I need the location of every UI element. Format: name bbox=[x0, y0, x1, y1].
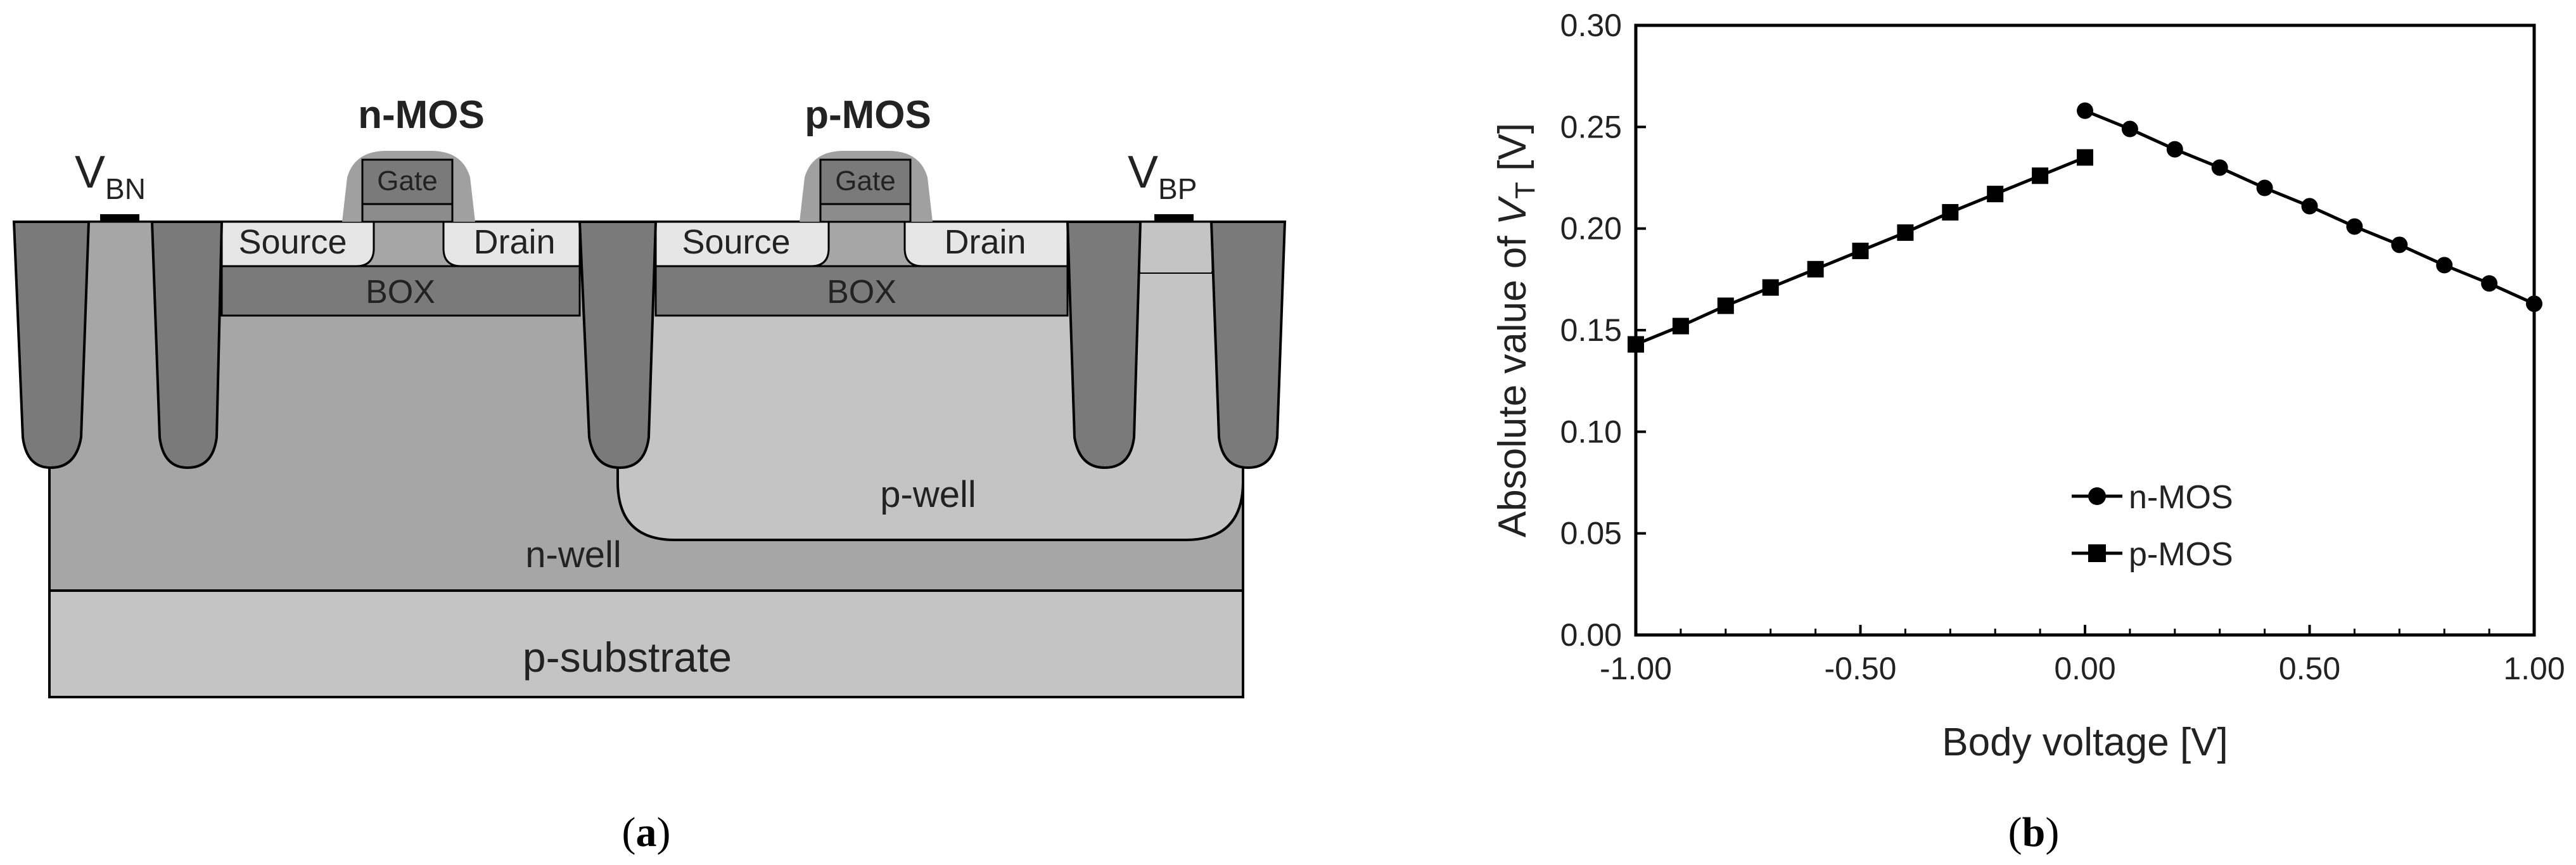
pmos-box-layer bbox=[654, 265, 1069, 317]
nmos-drain-label: Drain bbox=[473, 223, 555, 261]
data-point-p-MOS bbox=[1807, 260, 1824, 278]
legend-nmos-label: n-MOS bbox=[2129, 479, 2233, 516]
legend: n-MOS p-MOS bbox=[2072, 479, 2233, 573]
data-point-p-MOS bbox=[1628, 336, 1644, 353]
pmos-title: p-MOS bbox=[805, 93, 931, 137]
data-point-p-MOS bbox=[1987, 186, 2004, 203]
nmos-box-layer bbox=[220, 265, 581, 317]
nmos-box-label: BOX bbox=[366, 274, 435, 311]
nmos-source bbox=[220, 221, 375, 267]
data-point-p-MOS bbox=[2032, 167, 2049, 184]
x-axis-title: Body voltage [V] bbox=[1942, 721, 2228, 764]
data-point-n-MOS bbox=[2391, 236, 2408, 253]
legend-nmos-marker bbox=[2088, 487, 2106, 505]
x-axis-ticks: -1.00 -0.50 0.00 0.50 1.00 bbox=[1600, 625, 2565, 686]
data-point-p-MOS bbox=[1942, 204, 1959, 221]
p-substrate-region bbox=[48, 589, 1244, 698]
data-point-p-MOS bbox=[1762, 279, 1779, 296]
series-layer bbox=[1628, 102, 2542, 353]
nmos-drain bbox=[442, 221, 581, 267]
x-tick-label: 0.50 bbox=[2279, 651, 2340, 686]
sti-trench-4 bbox=[1066, 221, 1142, 470]
data-point-n-MOS bbox=[2121, 120, 2138, 138]
cross-section-diagram: n-MOS p-MOS VBN VBP Gate Gate Source Dra… bbox=[12, 93, 1287, 855]
panel-b-caption: (b) bbox=[2008, 809, 2060, 855]
vt-chart: -1.00 -0.50 0.00 0.50 1.00 0.000.050.100.150… bbox=[1491, 8, 2565, 855]
vbp-label: VBP bbox=[1128, 147, 1197, 205]
legend-pmos-marker bbox=[2088, 544, 2106, 562]
data-point-p-MOS bbox=[2077, 149, 2093, 166]
vbp-contact bbox=[1154, 214, 1194, 222]
y-tick-label: 0.25 bbox=[1560, 109, 1622, 144]
data-point-n-MOS bbox=[2256, 179, 2273, 196]
x-tick-label: -0.50 bbox=[1825, 651, 1897, 686]
nmos-gate-label: Gate bbox=[377, 165, 437, 196]
x-tick-label: 1.00 bbox=[2503, 651, 2565, 686]
y-axis-ticks: 0.00 0.05 0.10 0.15 0.20 0.25 0.30 bbox=[1560, 8, 1646, 653]
n-well-label: n-well bbox=[525, 534, 622, 575]
vbp-contact-region bbox=[1140, 222, 1211, 272]
data-point-p-MOS bbox=[1897, 224, 1914, 241]
nmos-gate bbox=[361, 158, 454, 205]
nmos-source-label: Source bbox=[238, 223, 347, 261]
sti-trench-3 bbox=[578, 221, 658, 470]
vbn-label: VBN bbox=[75, 147, 146, 205]
p-substrate-label: p-substrate bbox=[523, 634, 732, 681]
data-point-n-MOS bbox=[2526, 295, 2542, 312]
data-point-n-MOS bbox=[2211, 159, 2228, 176]
pmos-box-label: BOX bbox=[827, 274, 896, 311]
sti-trench-2 bbox=[150, 221, 224, 470]
panel-a-caption: (a) bbox=[622, 809, 671, 855]
y-tick-label: 0.10 bbox=[1560, 414, 1622, 449]
pmos-source bbox=[654, 221, 830, 267]
p-well-label: p-well bbox=[880, 474, 976, 515]
data-point-n-MOS bbox=[2077, 102, 2093, 119]
y-tick-label: 0.00 bbox=[1560, 617, 1622, 653]
y-tick-label: 0.15 bbox=[1560, 312, 1622, 348]
pmos-drain bbox=[903, 221, 1069, 267]
data-point-n-MOS bbox=[2166, 141, 2183, 158]
legend-pmos-label: p-MOS bbox=[2129, 536, 2233, 573]
vbn-contact-region bbox=[89, 222, 152, 272]
data-point-p-MOS bbox=[1672, 317, 1689, 335]
nmos-gate-oxide bbox=[361, 203, 454, 223]
x-tick-label: 0.00 bbox=[2054, 651, 2115, 686]
y-tick-label: 0.05 bbox=[1560, 516, 1622, 551]
data-point-p-MOS bbox=[1717, 297, 1734, 314]
nmos-title: n-MOS bbox=[358, 93, 485, 137]
data-point-p-MOS bbox=[1852, 242, 1869, 259]
sti-trench-5 bbox=[1209, 221, 1287, 470]
y-tick-label: 0.20 bbox=[1560, 211, 1622, 247]
y-tick-label: 0.30 bbox=[1560, 8, 1622, 43]
data-point-n-MOS bbox=[2346, 218, 2363, 235]
data-point-n-MOS bbox=[2481, 275, 2498, 292]
pmos-source-label: Source bbox=[682, 223, 790, 261]
y-axis-title: Absolute value of VT [V] bbox=[1491, 123, 1541, 537]
vbn-contact bbox=[100, 214, 139, 222]
data-point-n-MOS bbox=[2301, 198, 2318, 215]
data-point-n-MOS bbox=[2436, 257, 2453, 274]
sti-trench-1 bbox=[12, 221, 91, 470]
pmos-drain-label: Drain bbox=[944, 223, 1026, 261]
x-tick-label: -1.00 bbox=[1600, 651, 1672, 686]
pmos-gate-label: Gate bbox=[835, 165, 895, 196]
pmos-gate-oxide bbox=[819, 203, 912, 223]
